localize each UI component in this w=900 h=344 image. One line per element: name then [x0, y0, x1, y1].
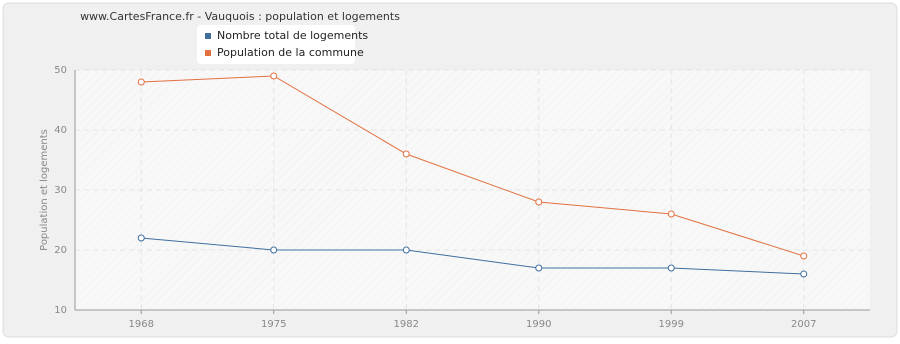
point — [402, 246, 410, 254]
legend — [197, 25, 355, 64]
point — [535, 198, 543, 206]
y-tick-label: 20 — [54, 245, 67, 256]
x-tick-label: 2007 — [791, 319, 816, 330]
line — [141, 75, 804, 257]
legend-swatch — [205, 33, 211, 39]
x-tick-label: 1999 — [659, 319, 684, 330]
point — [270, 72, 278, 80]
point — [667, 210, 675, 218]
legend-swatch — [205, 50, 211, 56]
legend-label: Nombre total de logements — [217, 29, 368, 42]
point — [535, 264, 543, 272]
y-tick-label: 30 — [54, 185, 67, 196]
line — [141, 237, 804, 275]
point — [402, 150, 410, 158]
x-tick-label: 1975 — [261, 319, 286, 330]
legend-label: Population de la commune — [217, 46, 364, 59]
point — [137, 78, 145, 86]
point — [270, 246, 278, 254]
y-tick-label: 40 — [54, 125, 67, 136]
x-tick-label: 1990 — [526, 319, 551, 330]
y-axis-label: Population et logements — [39, 129, 50, 251]
point — [667, 264, 675, 272]
point — [800, 252, 808, 260]
x-tick-label: 1982 — [394, 319, 419, 330]
x-tick-label: 1968 — [129, 319, 154, 330]
point — [137, 234, 145, 242]
point — [800, 270, 808, 278]
chart-title: www.CartesFrance.fr - Vauquois : populat… — [80, 10, 400, 23]
y-tick-label: 50 — [54, 65, 67, 76]
y-tick-label: 10 — [54, 305, 67, 316]
